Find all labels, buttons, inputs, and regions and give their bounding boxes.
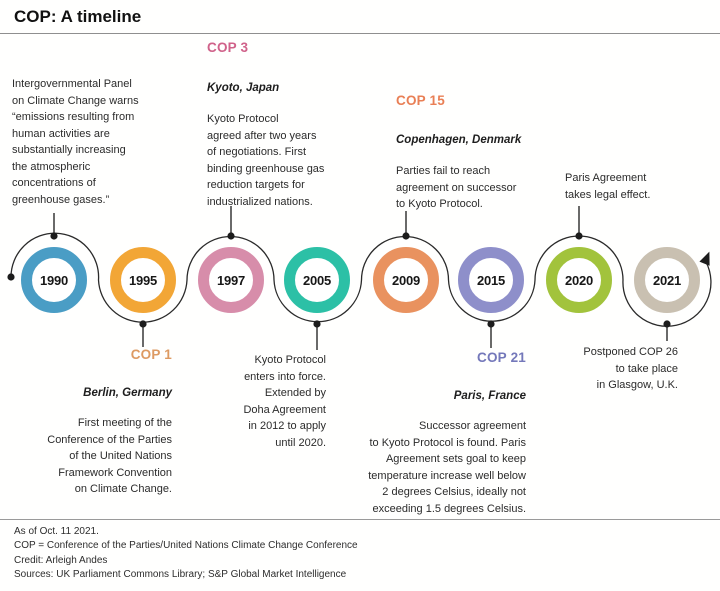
footer-divider [0,519,720,520]
page-title: COP: A timeline [14,7,142,26]
event-1995-text: COP 1 Berlin, Germany First meeting of t… [7,347,172,498]
cop-label: COP 3 [207,40,249,55]
timeline-node-2020: 2020 [546,247,612,313]
event-2020-text: Paris Agreement takes legal effect. [565,170,695,203]
year-label: 1990 [39,272,69,288]
timeline-node-2015: 2015 [458,247,524,313]
event-description: Successor agreement to Kyoto Protocol is… [368,420,526,515]
cop-label: COP 21 [477,350,526,365]
event-description: Kyoto Protocol enters into force. Extend… [243,354,326,449]
year-label: 2021 [652,272,682,288]
arrow-icon [699,251,710,266]
timeline-node-1995: 1995 [110,247,176,313]
timeline-node-2009: 2009 [373,247,439,313]
year-label: 1995 [128,272,158,288]
event-description: Kyoto Protocol agreed after two years of… [207,113,325,208]
event-1997-text: COP 3 Kyoto, Japan Kyoto Protocol agreed… [207,40,357,210]
event-1990-text: Intergovernmental Panel on Climate Chang… [12,76,182,208]
event-location: Paris, France [453,389,526,402]
year-label: 2015 [476,272,506,288]
event-description: Paris Agreement takes legal effect. [565,172,651,201]
cop-label: COP 1 [130,347,172,362]
year-label: 1997 [216,272,246,288]
header-divider [0,33,720,34]
footer-notes: As of Oct. 11 2021. COP = Conference of … [14,526,358,580]
event-2021-text: Postponed COP 26 to take place in Glasgo… [538,344,678,394]
event-2015-text: COP 21 Paris, France Successor agreement… [326,350,526,517]
event-location: Copenhagen, Denmark [396,133,522,146]
timeline-node-1990: 1990 [21,247,87,313]
event-description: Postponed COP 26 to take place in Glasgo… [583,346,678,391]
year-label: 2020 [564,272,594,288]
event-location: Berlin, Germany [83,386,172,399]
cop-label: COP 15 [396,93,445,108]
event-description: Parties fail to reach agreement on succe… [396,165,517,210]
year-label: 2005 [302,272,332,288]
timeline-node-1997: 1997 [198,247,264,313]
timeline-node-2021: 2021 [634,247,700,313]
timeline-node-2005: 2005 [284,247,350,313]
event-2009-text: COP 15 Copenhagen, Denmark Parties fail … [396,93,556,213]
event-2005-text: Kyoto Protocol enters into force. Extend… [196,352,326,451]
year-label: 2009 [391,272,421,288]
event-description: First meeting of the Conference of the P… [47,417,172,495]
event-description: Intergovernmental Panel on Climate Chang… [12,78,139,206]
event-location: Kyoto, Japan [207,81,280,94]
